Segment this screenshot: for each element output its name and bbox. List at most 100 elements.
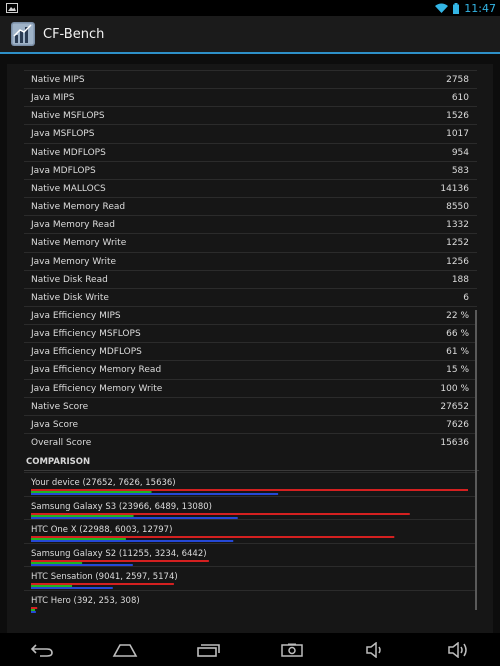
- result-label: Java MSFLOPS: [31, 129, 95, 140]
- result-label: Java Efficiency Memory Write: [31, 383, 163, 394]
- result-value: 7626: [446, 419, 469, 430]
- bar-java: [31, 491, 152, 493]
- comparison-device-label: Samsung Galaxy S3 (23966, 6489, 13080): [31, 501, 212, 512]
- recent-apps-icon: [197, 643, 221, 657]
- result-row: Native Memory Read 8550: [24, 197, 477, 216]
- comparison-device-label: HTC Hero (392, 253, 308): [31, 595, 140, 606]
- result-value: 2758: [446, 75, 469, 85]
- comparison-row: Your device (27652, 7626, 15636): [24, 472, 477, 497]
- result-row: Java Efficiency Memory Write 100 %: [24, 378, 477, 398]
- comparison-row: HTC Sensation (9041, 2597, 5174): [24, 566, 477, 591]
- result-label: Native MIPS: [31, 75, 85, 85]
- result-row: Java Efficiency Memory Read 15 %: [24, 360, 477, 379]
- result-row: Java MSFLOPS 1017: [24, 124, 477, 143]
- result-row: Native MALLOCS 14136: [24, 178, 477, 198]
- result-label: Native Disk Read: [31, 274, 108, 285]
- comparison-bars: [31, 512, 410, 519]
- result-label: Native MDFLOPS: [31, 147, 106, 158]
- result-label: Native MSFLOPS: [31, 111, 105, 122]
- result-value: 14136: [440, 183, 469, 194]
- action-bar: CF-Bench: [0, 16, 500, 54]
- result-label: Overall Score: [31, 438, 92, 448]
- result-row: Java Efficiency MIPS 22 %: [24, 305, 477, 325]
- result-value: 27652: [440, 401, 469, 412]
- result-row: Java Efficiency MSFLOPS 66 %: [24, 324, 477, 343]
- volume-up-button[interactable]: [433, 635, 483, 665]
- home-button[interactable]: [100, 635, 150, 665]
- result-row: Java Memory Write 1256: [24, 251, 477, 271]
- volume-down-button[interactable]: [350, 635, 400, 665]
- bar-native: [31, 512, 410, 515]
- recent-apps-button[interactable]: [183, 635, 233, 665]
- home-icon: [112, 643, 138, 657]
- comparison-row: HTC Hero (392, 253, 308): [24, 589, 477, 615]
- scrollbar[interactable]: [475, 310, 477, 610]
- comparison-bars: [31, 559, 209, 566]
- result-value: 1252: [446, 238, 469, 249]
- bar-overall: [31, 493, 279, 495]
- bar-overall: [31, 563, 133, 566]
- result-label: Java Efficiency MSFLOPS: [31, 329, 141, 340]
- bar-native: [31, 489, 468, 491]
- bar-overall: [31, 587, 113, 589]
- navigation-bar: [0, 633, 500, 666]
- bar-java: [31, 514, 134, 517]
- bar-java: [31, 561, 83, 564]
- result-value: 8550: [446, 202, 469, 213]
- result-label: Java Efficiency Memory Read: [31, 365, 162, 376]
- comparison-bars: [31, 536, 395, 542]
- comparison-device-label: Your device (27652, 7626, 15636): [31, 478, 176, 488]
- bar-java: [31, 608, 35, 611]
- result-value: 61 %: [446, 347, 469, 358]
- back-button[interactable]: [17, 635, 67, 665]
- result-label: Java Score: [31, 419, 79, 430]
- bar-native: [31, 606, 38, 609]
- result-row: Java Score 7626: [24, 414, 477, 434]
- result-value: 22 %: [446, 310, 469, 321]
- result-row: Native MSFLOPS 1526: [24, 106, 477, 125]
- result-row: Overall Score 15636: [24, 433, 477, 452]
- result-label: Native MALLOCS: [31, 183, 106, 194]
- result-value: 610: [451, 93, 469, 104]
- comparison-device-label: HTC One X (22988, 6003, 12797): [31, 525, 173, 535]
- result-value: 15 %: [446, 365, 469, 376]
- result-row: Native Disk Read 188: [24, 269, 477, 289]
- result-row: Java MDFLOPS 583: [24, 160, 477, 180]
- comparison-row: Samsung Galaxy S3 (23966, 6489, 13080): [24, 495, 477, 521]
- volume-up-icon: [448, 641, 468, 658]
- bar-overall: [31, 516, 238, 519]
- result-label: Java MDFLOPS: [31, 165, 96, 176]
- result-row: Native Score 27652: [24, 396, 477, 416]
- result-row: Java MIPS 610: [24, 88, 477, 107]
- battery-icon: [453, 2, 460, 14]
- back-arrow-icon: [30, 643, 53, 657]
- bar-native: [31, 536, 395, 538]
- result-row: Native MIPS 2758: [24, 70, 477, 89]
- bar-overall: [31, 610, 36, 613]
- result-value: 954: [451, 147, 469, 158]
- camera-icon: [280, 643, 303, 657]
- comparison-bars: [31, 583, 174, 589]
- screenshot-button[interactable]: [267, 635, 317, 665]
- result-label: Java Efficiency MIPS: [31, 310, 121, 321]
- result-label: Java Efficiency MDFLOPS: [31, 347, 142, 358]
- comparison-divider: [24, 470, 479, 471]
- bar-java: [31, 585, 73, 587]
- result-row: Native MDFLOPS 954: [24, 142, 477, 162]
- gallery-notification-icon: [6, 3, 18, 13]
- result-label: Native Score: [31, 401, 89, 412]
- result-value: 66 %: [446, 329, 469, 340]
- cf-bench-app-icon[interactable]: [11, 22, 35, 46]
- result-label: Native Memory Read: [31, 202, 126, 213]
- result-value: 6: [463, 292, 469, 303]
- status-time: 11:47: [464, 1, 496, 15]
- result-value: 1017: [446, 129, 469, 140]
- result-value: 100 %: [440, 383, 469, 394]
- bar-java: [31, 538, 126, 540]
- comparison-device-label: Samsung Galaxy S2 (11255, 3234, 6442): [31, 548, 207, 559]
- result-label: Java MIPS: [31, 93, 75, 104]
- result-value: 1332: [446, 220, 469, 231]
- result-row: Java Efficiency MDFLOPS 61 %: [24, 342, 477, 361]
- result-row: Java Memory Read 1332: [24, 215, 477, 234]
- result-value: 1256: [446, 256, 469, 267]
